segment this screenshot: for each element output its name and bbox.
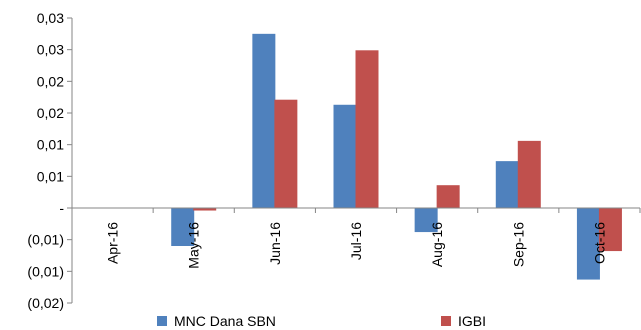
y-tick-label: (0,02) [27, 295, 64, 311]
bar-mnc-dana-sbn-jul-16 [333, 104, 357, 208]
y-tick-label: 0,02 [37, 73, 64, 89]
bar-igbi-jun-16 [274, 99, 298, 208]
bars [171, 33, 622, 280]
y-tick-label: 0,02 [37, 105, 64, 121]
legend-swatch-mnc-dana-sbn [157, 316, 167, 326]
y-tick-label: 0,01 [37, 168, 64, 184]
x-tick-label: May-16 [186, 222, 202, 269]
x-tick-label: Oct-16 [591, 222, 607, 264]
bar-mnc-dana-sbn-sep-16 [495, 161, 519, 208]
y-tick-label: - [59, 200, 64, 216]
bar-igbi-oct-16 [598, 208, 622, 252]
legend-swatch-igbi [441, 316, 451, 326]
y-tick-label: (0,01) [27, 232, 64, 248]
legend-label-igbi: IGBI [458, 313, 486, 329]
bar-igbi-aug-16 [436, 185, 460, 208]
y-tick-label: 0,03 [37, 10, 64, 26]
legend-label-mnc-dana-sbn: MNC Dana SBN [174, 313, 276, 329]
bar-mnc-dana-sbn-jun-16 [252, 33, 276, 209]
bar-mnc-dana-sbn-may-16 [171, 208, 195, 246]
x-tick-label: Aug-16 [429, 222, 445, 267]
x-tick-label: Apr-16 [105, 222, 121, 264]
y-tick-label: (0,01) [27, 263, 64, 279]
bar-igbi-sep-16 [517, 140, 541, 208]
y-tick-label: 0,01 [37, 137, 64, 153]
bar-mnc-dana-sbn-aug-16 [414, 208, 438, 233]
legend: MNC Dana SBN IGBI [157, 313, 486, 329]
y-tick-label: 0,03 [37, 42, 64, 58]
x-tick-label: Jul-16 [348, 222, 364, 260]
x-tick-label: Jun-16 [267, 222, 283, 265]
x-axis: Apr-16 May-16 Jun-16 Jul-16 Aug-16 Sep-16 Oct-… [71, 207, 641, 269]
bar-igbi-may-16 [193, 208, 217, 211]
bar-mnc-dana-sbn-oct-16 [576, 208, 600, 280]
bar-igbi-jul-16 [355, 50, 379, 208]
y-axis: 0,03 0,03 0,02 0,02 0,01 0,01 - (0,01) (0,01) (0,… [27, 10, 73, 311]
x-tick-label: Sep-16 [510, 222, 526, 267]
